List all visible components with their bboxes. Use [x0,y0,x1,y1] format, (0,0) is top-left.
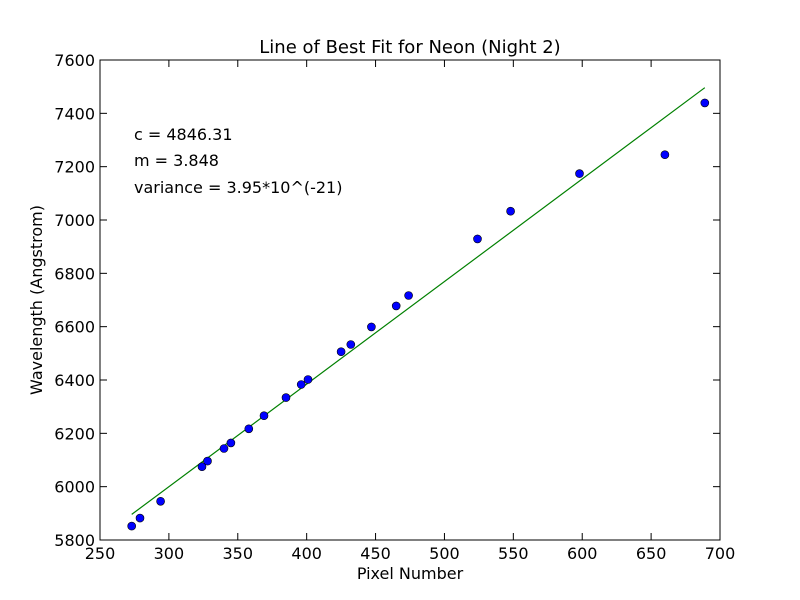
data-point [203,456,212,466]
annotation-variance: variance = 3.95*10^(-21) [134,178,342,197]
y-tick-label: 6200 [54,424,95,443]
y-tick-label: 7000 [54,211,95,230]
chart-title: Line of Best Fit for Neon (Night 2) [259,37,560,58]
data-point [219,444,229,453]
data-point [296,380,306,389]
y-tick-label: 6600 [54,318,95,337]
x-tick-label: 650 [636,544,667,563]
data-point [506,206,515,216]
y-tick-label: 6800 [54,264,95,283]
y-tick-label: 5800 [54,531,95,550]
data-point [226,438,236,448]
data-point [303,375,313,384]
data-point [391,301,401,311]
data-point [575,169,584,178]
y-tick-label: 7200 [54,158,95,177]
data-point [259,411,269,421]
annotation-intercept: c = 4846.31 [134,125,233,144]
y-tick-label: 7400 [54,104,95,123]
data-point [281,393,291,402]
data-points-layer [127,98,710,531]
data-point [336,347,346,357]
y-tick-label: 6000 [54,478,95,497]
y-tick-label: 6400 [54,371,95,390]
y-axis-label: Wavelength (Angstrom) [27,205,46,395]
x-axis-label: Pixel Number [357,564,464,583]
x-tick-label: 450 [360,544,391,563]
y-tick-label: 7600 [54,51,95,70]
data-point [135,513,145,523]
plot-area [100,60,720,540]
x-tick-label: 500 [429,544,460,563]
x-tick-label: 400 [291,544,322,563]
x-tick-label: 300 [154,544,185,563]
plot-frame [99,59,721,541]
data-point [156,496,165,506]
plot-background [100,60,720,540]
x-tick-label: 350 [223,544,254,563]
data-point [404,291,413,300]
x-tick-label: 700 [705,544,736,563]
x-tick-label: 550 [498,544,529,563]
ticks-layer: 250 300 350 400 450 500 550 600 650 700 5800 6000 62… [54,51,735,563]
data-point [197,462,207,472]
data-point [660,150,670,159]
data-point [127,521,136,531]
x-tick-label: 600 [567,544,598,563]
x-tick-label: 250 [85,544,116,563]
data-point [346,340,356,349]
data-point [244,424,254,434]
data-point [700,98,710,108]
data-point [473,234,482,244]
annotation-slope: m = 3.848 [134,151,219,170]
data-point [367,322,376,332]
